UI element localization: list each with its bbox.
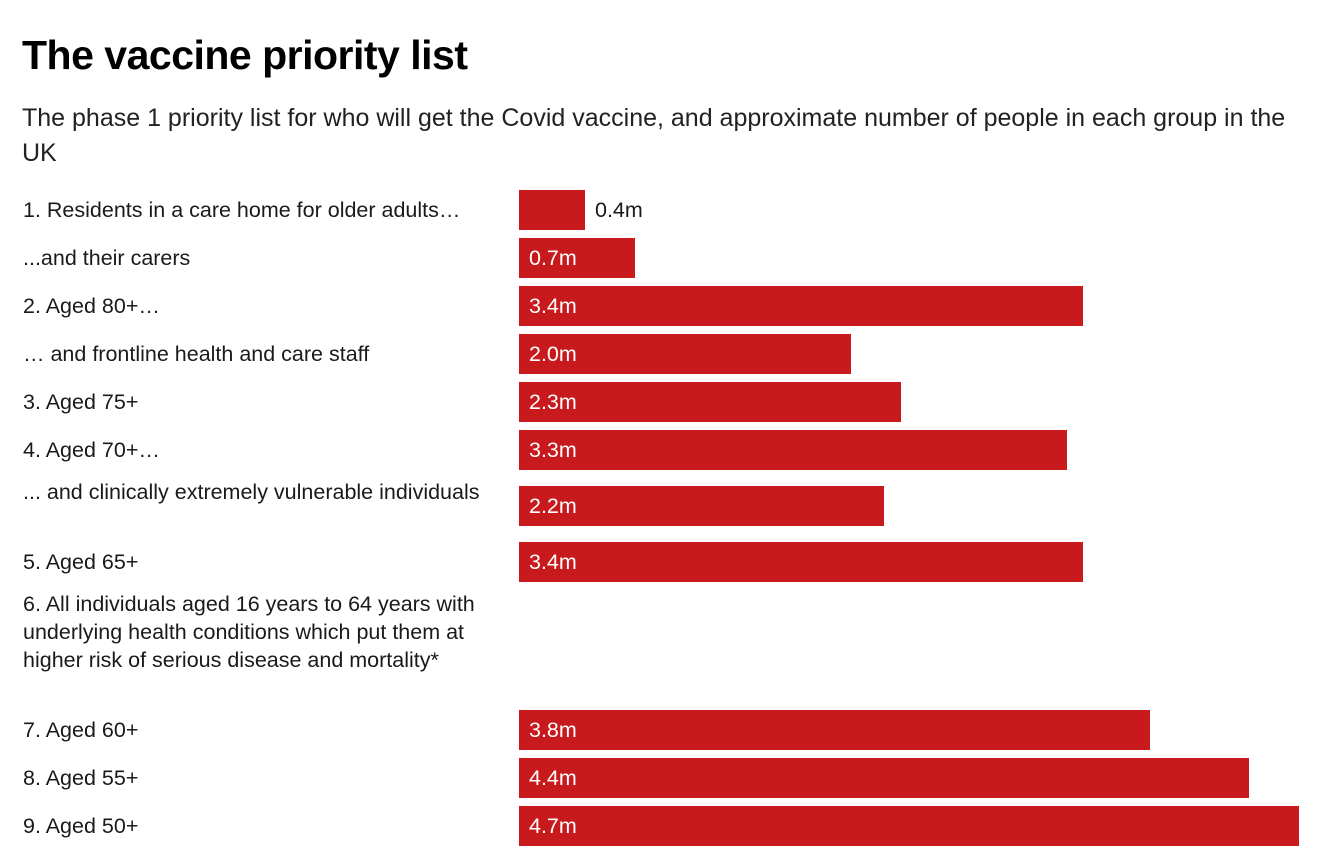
chart-subtitle: The phase 1 priority list for who will g… [22,104,1286,167]
category-label: 8. Aged 55+ [23,766,139,790]
value-label: 2.2m [529,494,577,518]
bar [519,806,1299,846]
category-label: ...and their carers [23,246,191,270]
value-label: 2.3m [529,390,577,414]
value-label: 0.4m [595,198,643,222]
category-label: 7. Aged 60+ [23,718,139,742]
value-label: 4.4m [529,766,577,790]
value-label: 3.3m [529,438,577,462]
value-label: 0.7m [529,246,577,270]
category-label: … and frontline health and care staff [23,342,370,366]
category-label: 4. Aged 70+… [23,438,160,462]
category-label: 9. Aged 50+ [23,814,139,838]
category-label: 6. All individuals aged 16 years to 64 y… [23,592,475,672]
bar [519,542,1083,582]
value-label: 2.0m [529,342,577,366]
category-label: ... and clinically extremely vulnerable … [23,480,480,504]
bar [519,286,1083,326]
chart-title: The vaccine priority list [22,32,468,78]
value-label: 3.4m [529,550,577,574]
bar [519,430,1067,470]
value-label: 4.7m [529,814,577,838]
category-label: 3. Aged 75+ [23,390,139,414]
bar [519,190,585,230]
bar [519,238,635,278]
bar [519,758,1249,798]
bar [519,710,1150,750]
category-label: 1. Residents in a care home for older ad… [23,198,461,222]
value-label: 3.8m [529,718,577,742]
category-label: 2. Aged 80+… [23,294,160,318]
category-label: 5. Aged 65+ [23,550,139,574]
bar [519,334,851,374]
bar [519,382,901,422]
value-label: 3.4m [529,294,577,318]
bar [519,486,884,526]
